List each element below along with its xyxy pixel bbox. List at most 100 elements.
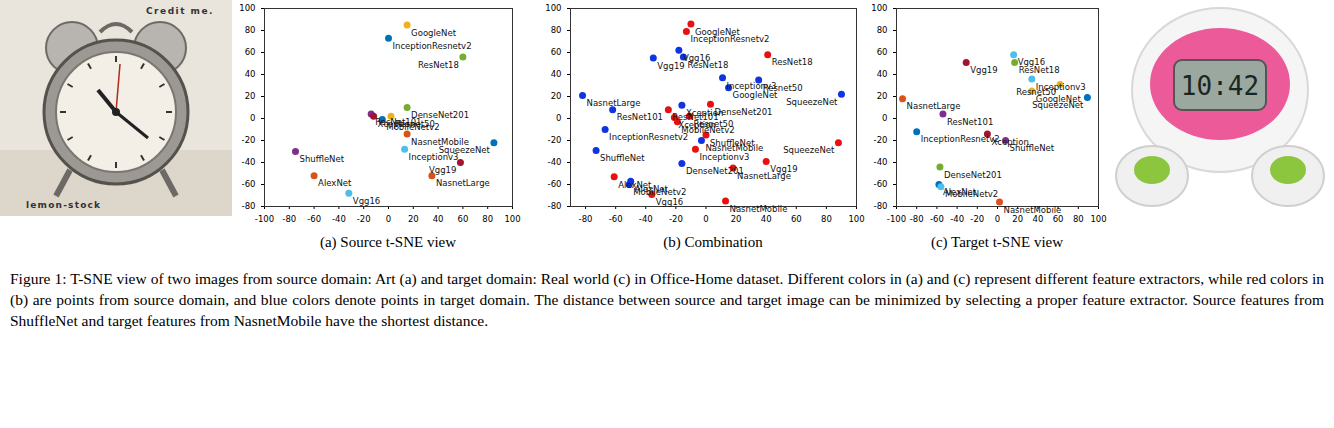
svg-text:-80: -80 <box>242 201 256 211</box>
svg-text:-80: -80 <box>548 201 562 211</box>
svg-text:80: 80 <box>551 25 562 35</box>
svg-text:100: 100 <box>545 3 561 13</box>
svg-text:100: 100 <box>848 214 864 224</box>
svg-text:0: 0 <box>386 214 391 224</box>
svg-text:InceptionResnetv2: InceptionResnetv2 <box>609 132 688 142</box>
svg-text:InceptionResnetv2: InceptionResnetv2 <box>393 41 472 51</box>
svg-text:DenseNet201: DenseNet201 <box>944 170 1002 180</box>
svg-text:-60: -60 <box>548 179 562 189</box>
svg-text:80: 80 <box>877 25 888 35</box>
svg-text:40: 40 <box>245 69 256 79</box>
svg-text:0: 0 <box>882 113 887 123</box>
svg-text:-20: -20 <box>357 214 371 224</box>
svg-text:100: 100 <box>504 214 520 224</box>
svg-text:ResNet101: ResNet101 <box>947 117 993 127</box>
svg-text:Resnet50: Resnet50 <box>1016 87 1056 97</box>
svg-text:-60: -60 <box>930 214 944 224</box>
svg-text:20: 20 <box>877 91 888 101</box>
svg-text:0: 0 <box>250 113 255 123</box>
svg-text:20: 20 <box>731 214 742 224</box>
svg-text:-40: -40 <box>950 214 964 224</box>
svg-text:DenseNet201: DenseNet201 <box>686 166 744 176</box>
svg-text:NasnetLarge: NasnetLarge <box>737 171 791 181</box>
svg-text:Vgg16: Vgg16 <box>353 196 380 206</box>
svg-text:20: 20 <box>245 91 256 101</box>
svg-text:-80: -80 <box>874 201 888 211</box>
svg-text:0: 0 <box>703 214 708 224</box>
svg-text:0: 0 <box>556 113 561 123</box>
svg-text:80: 80 <box>482 214 493 224</box>
svg-text:-60: -60 <box>242 179 256 189</box>
svg-text:-40: -40 <box>639 214 653 224</box>
svg-text:SqueezeNet: SqueezeNet <box>439 145 491 155</box>
svg-text:ShuffleNet: ShuffleNet <box>1010 143 1055 153</box>
svg-text:Vgg19: Vgg19 <box>970 65 997 75</box>
svg-text:40: 40 <box>433 214 444 224</box>
svg-text:NasnetMobile: NasnetMobile <box>730 204 788 214</box>
svg-text:ResNet18: ResNet18 <box>772 57 813 67</box>
svg-text:40: 40 <box>1032 214 1043 224</box>
svg-text:MobileNetv2: MobileNetv2 <box>945 189 998 199</box>
svg-text:-40: -40 <box>874 157 888 167</box>
svg-text:InceptionResnetv2: InceptionResnetv2 <box>690 34 769 44</box>
svg-text:-100: -100 <box>255 214 274 224</box>
svg-text:60: 60 <box>457 214 468 224</box>
svg-text:Vgg19: Vgg19 <box>429 165 456 175</box>
svg-text:60: 60 <box>791 214 802 224</box>
svg-text:GoogleNet: GoogleNet <box>411 28 457 38</box>
svg-text:20: 20 <box>1012 214 1023 224</box>
svg-text:Vgg16: Vgg16 <box>656 197 683 207</box>
svg-text:10:42: 10:42 <box>1181 71 1259 101</box>
svg-text:-20: -20 <box>874 135 888 145</box>
svg-text:-60: -60 <box>609 214 623 224</box>
svg-text:NasnetMobile: NasnetMobile <box>1004 205 1062 215</box>
svg-text:ResNet18: ResNet18 <box>1019 65 1060 75</box>
svg-text:ShuffleNet: ShuffleNet <box>600 153 645 163</box>
svg-text:60: 60 <box>245 47 256 57</box>
svg-text:40: 40 <box>877 69 888 79</box>
svg-text:-20: -20 <box>548 135 562 145</box>
svg-text:Vgg19: Vgg19 <box>657 61 684 71</box>
svg-text:GoogleNet: GoogleNet <box>733 90 779 100</box>
svg-text:MobileNetv2: MobileNetv2 <box>681 125 734 135</box>
svg-text:lemon-stock: lemon-stock <box>26 200 101 210</box>
svg-text:60: 60 <box>551 47 562 57</box>
svg-text:-40: -40 <box>242 157 256 167</box>
svg-text:ResNet18: ResNet18 <box>687 60 728 70</box>
svg-text:ShuffleNet: ShuffleNet <box>300 154 345 164</box>
svg-text:AlexNet: AlexNet <box>318 178 352 188</box>
svg-text:80: 80 <box>245 25 256 35</box>
svg-text:80: 80 <box>821 214 832 224</box>
svg-text:40: 40 <box>761 214 772 224</box>
svg-text:Xception: Xception <box>686 108 723 118</box>
svg-text:-100: -100 <box>887 214 906 224</box>
svg-text:100: 100 <box>239 3 255 13</box>
svg-text:NasnetMobile: NasnetMobile <box>705 143 763 153</box>
svg-text:Inceptionv3: Inceptionv3 <box>699 152 749 162</box>
svg-text:60: 60 <box>877 47 888 57</box>
svg-text:SqueezeNet: SqueezeNet <box>786 97 838 107</box>
svg-text:80: 80 <box>1073 214 1084 224</box>
svg-text:-40: -40 <box>548 157 562 167</box>
svg-text:ResNet101: ResNet101 <box>617 112 663 122</box>
svg-text:ResNet18: ResNet18 <box>418 60 459 70</box>
svg-text:100: 100 <box>871 3 887 13</box>
svg-text:SqueezeNet: SqueezeNet <box>1032 100 1084 110</box>
svg-text:NasnetLarge: NasnetLarge <box>436 178 490 188</box>
svg-text:-20: -20 <box>242 135 256 145</box>
svg-text:Credit me.: Credit me. <box>146 6 214 16</box>
svg-text:NasnetLarge: NasnetLarge <box>587 98 641 108</box>
svg-text:-80: -80 <box>282 214 296 224</box>
svg-text:-20: -20 <box>669 214 683 224</box>
svg-text:-80: -80 <box>910 214 924 224</box>
svg-text:100: 100 <box>1090 214 1106 224</box>
svg-text:MobileNetv2: MobileNetv2 <box>386 122 439 132</box>
svg-text:-80: -80 <box>579 214 593 224</box>
svg-text:NasnetLarge: NasnetLarge <box>907 101 961 111</box>
svg-text:MobileNetv2: MobileNetv2 <box>633 187 686 197</box>
svg-text:-60: -60 <box>874 179 888 189</box>
svg-text:InceptionResnetv2: InceptionResnetv2 <box>921 134 1000 144</box>
svg-text:-40: -40 <box>332 214 346 224</box>
svg-text:-20: -20 <box>970 214 984 224</box>
svg-text:0: 0 <box>995 214 1000 224</box>
